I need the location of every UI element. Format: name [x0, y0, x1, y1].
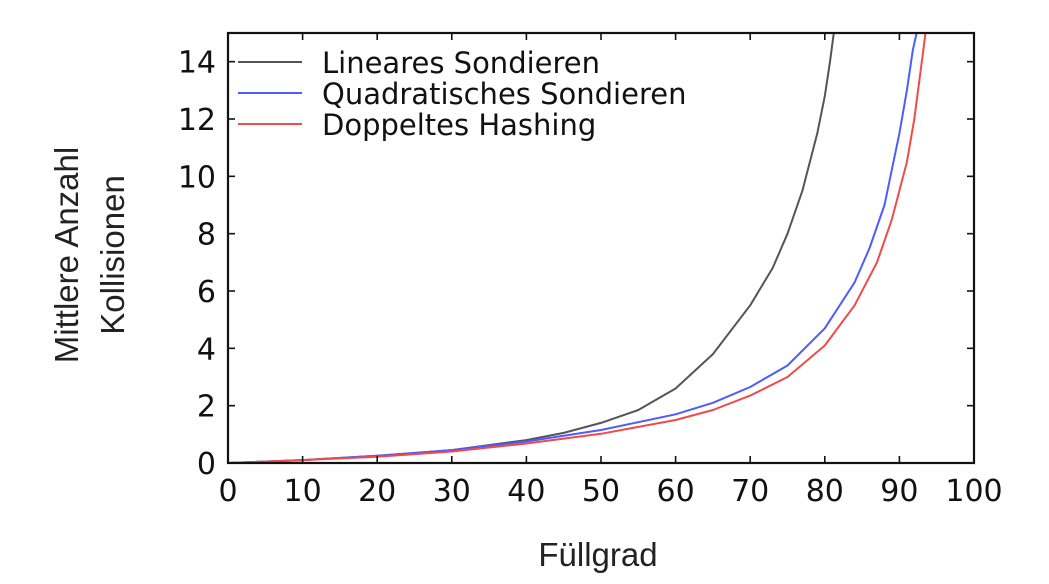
y-axis-label: Mittlere Anzahl Kollisionen — [48, 147, 131, 363]
ticks: 0 10 20 30 40 50 60 70 80 90 100 0 2 4 6 8 10 12 14 — [178, 33, 1003, 509]
legend-label-0: Lineares Sondieren — [322, 46, 600, 80]
x-tick-label-2: 20 — [358, 474, 396, 509]
series-line-2 — [227, 32, 927, 464]
y-tick-label-0: 0 — [197, 447, 216, 482]
x-tick-label-9: 90 — [880, 474, 918, 509]
y-tick-label-1: 2 — [197, 390, 216, 425]
x-axis-label: Füllgrad — [538, 536, 657, 573]
y-tick-label-3: 6 — [197, 275, 216, 310]
x-tick-label-1: 10 — [284, 474, 322, 509]
x-tick-label-6: 60 — [657, 474, 695, 509]
x-tick-label-8: 80 — [806, 474, 844, 509]
plot-frame — [226, 31, 976, 465]
y-tick-label-5: 10 — [178, 160, 216, 195]
plot-lines — [227, 32, 927, 464]
y-axis-label-line-2: Kollisionen — [94, 175, 131, 335]
x-tick-label-7: 70 — [731, 474, 769, 509]
legend-label-2: Doppeltes Hashing — [322, 108, 596, 142]
y-axis-label-line-1: Mittlere Anzahl — [48, 147, 85, 363]
y-tick-label-6: 12 — [178, 103, 216, 138]
x-tick-label-0: 0 — [218, 474, 237, 509]
legend-label-1: Quadratisches Sondieren — [322, 77, 686, 111]
y-tick-label-4: 8 — [197, 218, 216, 253]
series-line-1 — [227, 32, 918, 464]
x-tick-label-5: 50 — [582, 474, 620, 509]
x-tick-label-3: 30 — [433, 474, 471, 509]
x-tick-label-10: 100 — [945, 474, 1002, 509]
x-tick-label-4: 40 — [507, 474, 545, 509]
y-tick-label-7: 14 — [178, 46, 216, 81]
y-tick-label-2: 4 — [197, 332, 216, 367]
